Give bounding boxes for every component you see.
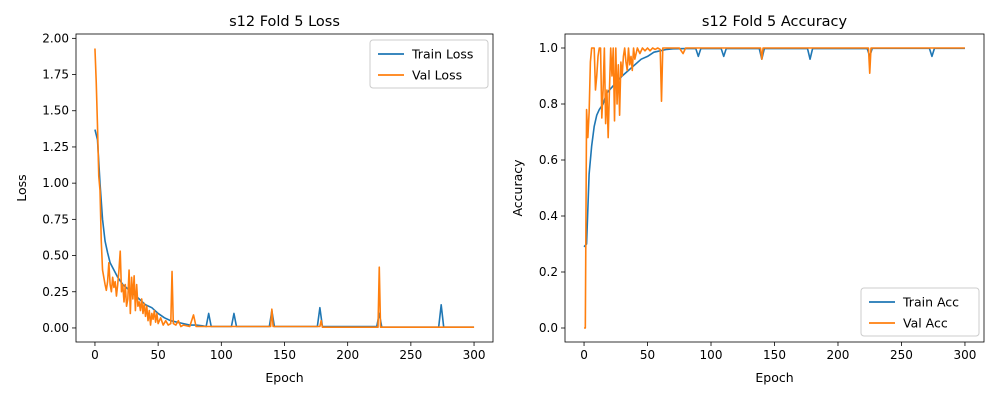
y-tick-label: 1.25 [42, 140, 69, 154]
y-tick-label: 0.6 [539, 153, 558, 167]
x-tick-label: 300 [954, 348, 977, 362]
y-tick-label: 0.00 [42, 321, 69, 335]
x-tick-label: 0 [91, 348, 99, 362]
y-tick-label: 0.8 [539, 97, 558, 111]
legend: Train Loss Val Loss [369, 39, 489, 89]
x-tick-label: 150 [273, 348, 296, 362]
axes-frame [564, 33, 985, 343]
y-tick-label: 1.00 [42, 176, 69, 190]
y-tick-label: 0.4 [539, 209, 558, 223]
x-tick-label: 50 [150, 348, 165, 362]
chart-title: s12 Fold 5 Loss [229, 14, 340, 30]
y-tick-label: 1.75 [42, 68, 69, 82]
y-axis-label: Accuracy [510, 159, 525, 217]
x-tick-label: 200 [336, 348, 359, 362]
y-tick-label: 1.50 [42, 104, 69, 118]
legend: Train Acc Val Acc [860, 287, 980, 337]
legend-label: Val Acc [903, 316, 948, 331]
x-tick-label: 150 [763, 348, 786, 362]
x-tick-label: 100 [210, 348, 233, 362]
series-line-val-acc [584, 47, 965, 329]
series-line-val-loss [94, 48, 475, 329]
x-tick-label: 0 [580, 348, 588, 362]
legend-box [369, 39, 489, 89]
x-axis-label: Epoch [265, 370, 303, 385]
y-tick-label: 0.50 [42, 249, 69, 263]
y-tick-label: 0.25 [42, 285, 69, 299]
loss-chart: s12 Fold 5 Loss 0 50 100 150 200 250 300 0.00 0.2… [14, 14, 494, 385]
y-axis-label: Loss [14, 174, 29, 201]
x-tick-label: 300 [463, 348, 486, 362]
x-tick-label: 250 [399, 348, 422, 362]
y-tick-label: 1.0 [539, 41, 558, 55]
x-tick-label: 50 [640, 348, 655, 362]
accuracy-chart: s12 Fold 5 Accuracy 0 50 100 150 200 250 300 0.0… [510, 14, 985, 385]
chart-title: s12 Fold 5 Accuracy [702, 14, 848, 30]
legend-label: Train Loss [411, 47, 473, 62]
x-tick-label: 100 [700, 348, 723, 362]
x-axis-label: Epoch [755, 370, 793, 385]
y-tick-label: 0.2 [539, 265, 558, 279]
axes-frame [75, 33, 494, 343]
x-tick-label: 250 [890, 348, 913, 362]
y-tick-label: 0.75 [42, 212, 69, 226]
legend-label: Val Loss [412, 68, 462, 83]
legend-box [860, 287, 980, 337]
y-tick-label: 2.00 [42, 31, 69, 45]
y-tick-label: 0.0 [539, 321, 558, 335]
x-tick-label: 200 [827, 348, 850, 362]
legend-label: Train Acc [902, 295, 959, 310]
